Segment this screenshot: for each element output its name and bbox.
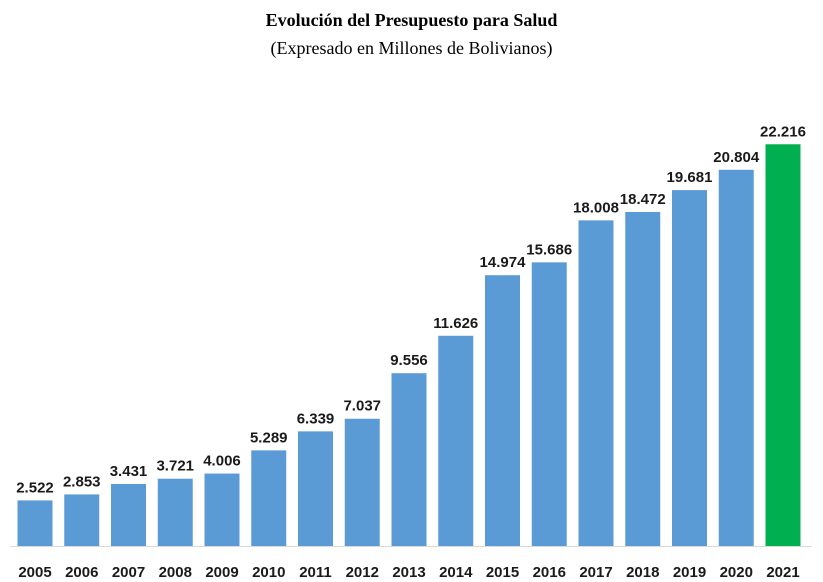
data-label-2006: 2.853: [63, 473, 101, 490]
bar-2020: [718, 169, 754, 547]
data-label-2016: 15.686: [526, 241, 572, 258]
bar-2019: [672, 190, 707, 546]
x-tick-label-2016: 2016: [533, 564, 566, 581]
bar-2006: [64, 494, 100, 546]
chart-subtitle: (Expresado en Millones de Bolivianos): [270, 38, 553, 58]
chart-title: Evolución del Presupuesto para Salud: [265, 10, 558, 30]
data-label-2010: 5.289: [250, 429, 288, 446]
bar-2021: [765, 144, 801, 546]
x-tick-label-2006: 2006: [65, 564, 98, 581]
data-label-2020: 20.804: [713, 149, 760, 166]
data-label-2015: 14.974: [480, 254, 527, 271]
x-tick-label-2011: 2011: [299, 564, 332, 581]
bar-2016: [531, 262, 567, 546]
x-tick-label-2010: 2010: [252, 564, 285, 581]
data-label-2011: 6.339: [297, 410, 335, 427]
data-label-2017: 18.008: [573, 199, 619, 216]
x-tick-label-2019: 2019: [673, 564, 706, 581]
x-tick-label-2014: 2014: [439, 564, 473, 581]
bar-2018: [625, 211, 661, 546]
bar-2015: [485, 275, 520, 546]
x-tick-label-2021: 2021: [766, 564, 799, 581]
x-tick-label-2005: 2005: [18, 564, 51, 581]
bar-2005: [17, 500, 53, 546]
bar-2014: [438, 335, 474, 546]
data-label-2008: 3.721: [156, 458, 194, 475]
data-label-2021: 22.216: [760, 123, 806, 140]
bar-2010: [251, 450, 287, 546]
x-tick-label-2007: 2007: [112, 564, 145, 581]
x-tick-label-2009: 2009: [205, 564, 238, 581]
bar-2013: [391, 373, 427, 546]
data-label-2012: 7.037: [343, 398, 381, 415]
x-tick-label-2020: 2020: [720, 564, 753, 581]
bar-2009: [204, 473, 240, 546]
bar-2017: [578, 220, 614, 546]
bar-2011: [298, 431, 333, 546]
bar-2012: [344, 418, 380, 546]
x-tick-label-2015: 2015: [486, 564, 519, 581]
data-label-2009: 4.006: [203, 453, 241, 470]
x-tick-label-2013: 2013: [392, 564, 425, 581]
data-label-2007: 3.431: [110, 463, 148, 480]
x-tick-label-2018: 2018: [626, 564, 659, 581]
bar-2007: [111, 483, 146, 546]
data-label-2013: 9.556: [390, 352, 428, 369]
data-label-2005: 2.522: [16, 479, 54, 496]
data-label-2019: 19.681: [667, 169, 713, 186]
data-label-2018: 18.472: [620, 191, 666, 208]
x-tick-label-2012: 2012: [346, 564, 379, 581]
x-tick-label-2017: 2017: [579, 564, 612, 581]
bar-2008: [157, 478, 193, 546]
data-label-2014: 11.626: [433, 315, 478, 332]
x-tick-label-2008: 2008: [159, 564, 192, 581]
